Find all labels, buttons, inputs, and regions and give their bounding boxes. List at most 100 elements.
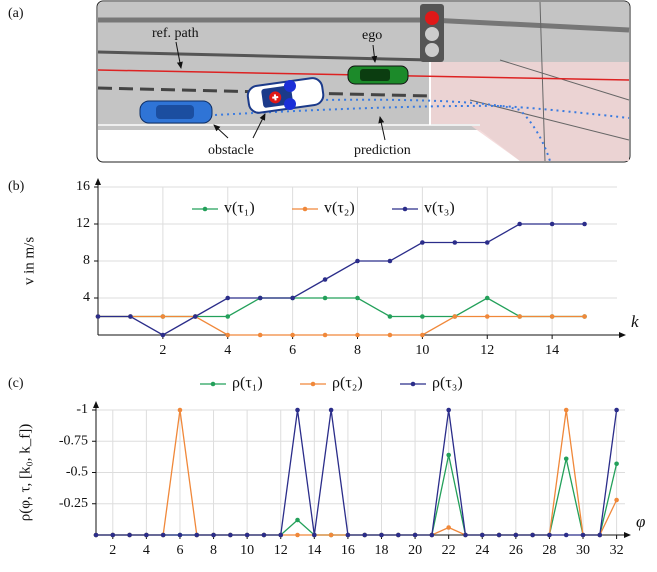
point [290, 295, 295, 301]
x-tick-label: 32 [610, 543, 624, 558]
point [290, 332, 295, 338]
x-axis-label: k [631, 312, 639, 331]
x-tick-label: 14 [545, 343, 559, 358]
y-tick-label: 16 [76, 179, 90, 194]
point [244, 532, 250, 538]
x-tick-label: 24 [475, 543, 489, 558]
series-line [98, 223, 585, 336]
series-line [98, 297, 585, 318]
point [452, 240, 458, 245]
point [420, 332, 425, 338]
legend-label: ρ(τ₃) [432, 375, 463, 392]
point [580, 532, 586, 538]
point [484, 314, 490, 319]
point [160, 314, 166, 319]
point [420, 314, 425, 319]
point [322, 295, 328, 301]
legend-swatch [302, 206, 308, 212]
x-tick-label: 28 [542, 543, 556, 558]
x-tick-label: 8 [210, 543, 217, 558]
scene-label: ego [362, 28, 382, 43]
point [128, 314, 133, 319]
legend-swatch [210, 381, 216, 387]
point [549, 221, 555, 227]
point [312, 532, 317, 538]
legend-label: ρ(τ₁) [232, 375, 263, 392]
point [563, 407, 569, 413]
x-tick-label: 20 [408, 543, 422, 558]
point [513, 532, 519, 538]
point [194, 532, 200, 538]
scene [96, 0, 631, 163]
point [484, 240, 490, 245]
point [614, 461, 619, 467]
x-tick-label: 10 [240, 543, 254, 558]
point [225, 314, 231, 319]
y-tick-label: 12 [76, 216, 90, 231]
point [582, 221, 587, 227]
x-tick-label: 16 [341, 543, 355, 558]
point [463, 532, 468, 538]
legend-swatch [410, 381, 416, 387]
point [295, 532, 300, 538]
point [95, 314, 101, 319]
scene-label: prediction [354, 143, 411, 158]
x-tick-label: 12 [480, 343, 494, 358]
point [446, 452, 451, 458]
point [177, 407, 183, 413]
point [517, 221, 522, 227]
point [379, 532, 384, 538]
point [362, 532, 367, 538]
legend-label: v(τ₃) [424, 200, 455, 217]
legend-swatch [310, 381, 316, 387]
point [355, 295, 360, 301]
point [517, 314, 522, 319]
point [93, 532, 99, 538]
x-tick-label: 30 [576, 543, 590, 558]
x-tick-label: 18 [374, 543, 388, 558]
y-tick-label: 4 [83, 290, 90, 305]
y-axis-label: v in m/s [21, 237, 37, 286]
point [328, 532, 334, 538]
point [547, 532, 552, 538]
point [328, 407, 334, 413]
y-axis-label: ρ(φ, τ, [k₀, k_f]) [17, 424, 33, 521]
point [479, 532, 485, 538]
panel-label: (a) [8, 6, 24, 21]
x-tick-label: 8 [354, 343, 361, 358]
point [211, 532, 216, 538]
point [446, 525, 451, 530]
x-tick-label: 2 [109, 543, 116, 558]
x-tick-label: 4 [224, 343, 231, 358]
point [429, 532, 435, 538]
series-line [98, 315, 585, 336]
x-tick-label: 26 [509, 543, 523, 558]
x-tick-label: 10 [415, 343, 429, 358]
x-tick-label: 4 [143, 543, 150, 558]
point [225, 295, 231, 301]
series-line [96, 454, 618, 536]
point [597, 532, 603, 538]
point [614, 497, 619, 503]
point [614, 407, 619, 413]
point [193, 314, 198, 319]
point [446, 407, 451, 413]
point [484, 295, 490, 301]
x-tick-label: 14 [307, 543, 321, 558]
point [549, 314, 555, 319]
point [160, 532, 166, 538]
legend-swatch [402, 206, 408, 212]
x-tick-label: 2 [159, 343, 166, 358]
y-tick-label: 8 [83, 253, 90, 268]
point [395, 532, 401, 538]
point [496, 532, 502, 538]
x-tick-label: 6 [176, 543, 183, 558]
point [295, 517, 300, 523]
legend-label: ρ(τ₂) [332, 375, 363, 392]
point [261, 532, 267, 538]
point [144, 532, 149, 538]
point [160, 332, 166, 338]
panel-label: (b) [8, 179, 25, 194]
x-axis-label: φ [636, 512, 645, 531]
legend-swatch [202, 206, 208, 212]
